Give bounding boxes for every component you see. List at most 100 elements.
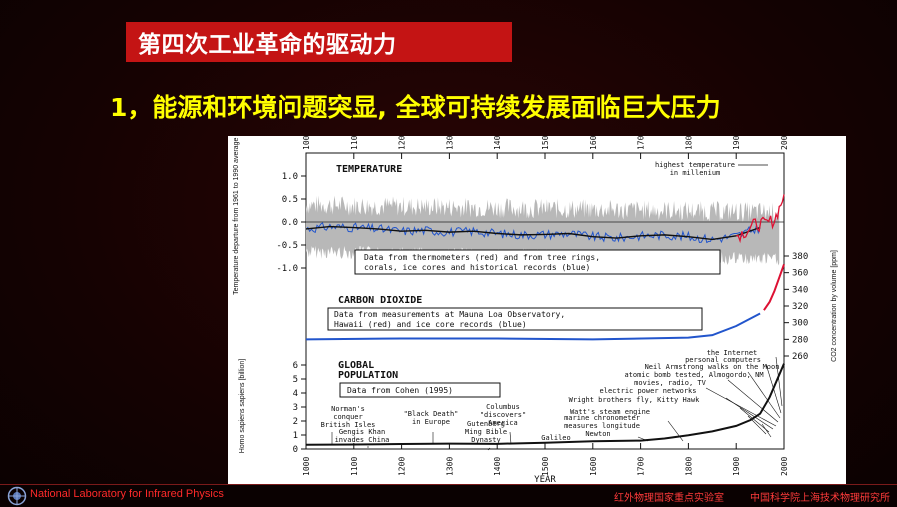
- co2-series-blue: [305, 312, 761, 341]
- institute-logo-icon: [7, 486, 27, 506]
- co2-series-red: [763, 263, 785, 311]
- footer: National Laboratory for Infrared Physics…: [0, 484, 897, 507]
- co2-y-tick-label: 260: [792, 352, 808, 362]
- population-y-tick-label: 1: [293, 431, 298, 441]
- population-event-label: measures longitude: [564, 422, 640, 430]
- population-event-label: conquer: [333, 413, 363, 421]
- x-tick-label-top: 1800: [684, 136, 693, 150]
- population-event-leader: [761, 423, 772, 438]
- co2-y-tick-label: 280: [792, 335, 808, 345]
- population-event-label: Neil Armstrong walks on the Moon: [645, 363, 780, 371]
- population-event-label: Dynasty: [471, 436, 501, 444]
- population-y-tick-label: 5: [293, 375, 298, 385]
- co2-y-tick-label: 380: [792, 252, 808, 262]
- co2-y-tick-label: 340: [792, 285, 808, 295]
- temperature-annotation: in millenium: [670, 169, 721, 177]
- population-event-label: the Internet: [707, 349, 758, 357]
- population-y-tick-label: 2: [293, 417, 298, 427]
- population-y-tick-label: 6: [293, 361, 298, 371]
- population-event-leader: [739, 407, 770, 433]
- lab-name-en: National Laboratory for Infrared Physics: [30, 488, 224, 500]
- population-event-label: British Isles: [321, 421, 376, 429]
- population-event-label: Watt's steam engine: [570, 408, 650, 416]
- x-tick-label-top: 1100: [350, 136, 359, 150]
- population-event-label: Newton: [585, 430, 610, 438]
- temperature-panel-title: TEMPERATURE: [336, 164, 402, 175]
- x-tick-label-top: 2000: [780, 136, 789, 150]
- population-event-label: "Black Death": [404, 410, 459, 418]
- co2-y-tick-label: 320: [792, 302, 808, 312]
- temperature-note-text: Data from thermometers (red) and from tr…: [364, 253, 600, 262]
- slide-subtitle: 1，能源和环境问题突显, 全球可持续发展面临巨大压力: [110, 93, 721, 122]
- temperature-uncertainty-band: [306, 195, 780, 266]
- population-event-label: marine chronometer: [564, 414, 640, 422]
- population-panel-title: GLOBAL: [338, 360, 374, 371]
- population-event-leader: [509, 431, 512, 445]
- temperature-y-axis-label: Temperature departure from 1961 to 1990 …: [233, 136, 240, 295]
- temperature-y-tick-label: 0.0: [282, 218, 298, 228]
- population-event-label: Galileo: [541, 434, 571, 442]
- institute-name-cn: 中国科学院上海技术物理研究所: [750, 493, 890, 504]
- population-y-tick-label: 3: [293, 403, 298, 413]
- population-event-label: personal computers: [685, 356, 761, 364]
- x-tick-label-top: 1300: [445, 136, 454, 150]
- population-event-label: movies, radio, TV: [634, 379, 706, 387]
- climate-figure: 1000 1000 1100 1100 1200 1200 1300 1300 1400 1400…: [228, 136, 846, 484]
- co2-note-text: Hawaii (red) and ice core records (blue): [334, 320, 527, 329]
- population-y-tick-label: 0: [293, 445, 298, 455]
- co2-y-tick-label: 360: [792, 269, 808, 279]
- population-event-leader: [775, 356, 783, 407]
- population-event-leader: [747, 415, 767, 435]
- population-event-label: electric power networks: [600, 387, 697, 395]
- population-event-label: America: [488, 419, 518, 427]
- x-tick-label-top: 1700: [637, 136, 646, 150]
- temperature-series-red: [736, 194, 785, 244]
- temperature-annotation: highest temperature: [655, 161, 735, 169]
- climate-chart: 1000100011001100120012001300130014001400…: [233, 136, 838, 484]
- population-event-label: Gutenberg: [467, 420, 505, 428]
- population-event-leader: [727, 379, 779, 423]
- slide-title: 第四次工业革命的驱动力: [126, 22, 512, 62]
- population-event-leader: [667, 420, 684, 442]
- population-event-label: "discovers": [480, 411, 526, 419]
- x-tick-label-bottom: 1500: [541, 457, 550, 476]
- lab-name-cn: 红外物理国家重点实验室: [614, 493, 724, 504]
- x-tick-label-bottom: 1600: [589, 457, 598, 476]
- x-tick-label-bottom: 2000: [780, 457, 789, 476]
- population-event-label: Gengis Khan: [339, 428, 385, 436]
- population-y-axis-label: Homo sapiens sapiens [billion]: [239, 359, 246, 454]
- population-series: [305, 363, 785, 446]
- temperature-note-text: corals, ice cores and historical records…: [364, 263, 590, 272]
- co2-note-box: [327, 307, 703, 331]
- co2-y-tick-label: 300: [792, 319, 808, 329]
- x-tick-label-bottom: 1100: [350, 457, 359, 476]
- slide-title-text: 第四次工业革命的驱动力: [138, 32, 397, 58]
- population-event-leader: [765, 363, 782, 414]
- x-tick-label-bottom: 1300: [445, 457, 454, 476]
- x-tick-label-bottom: 1900: [732, 457, 741, 476]
- x-tick-label-top: 1900: [732, 136, 741, 150]
- x-tick-label-top: 1400: [493, 136, 502, 150]
- population-event-label: Ming Bible: [465, 428, 507, 436]
- co2-panel-title: CARBON DIOXIDE: [338, 295, 422, 306]
- x-tick-label-bottom: 1200: [398, 457, 407, 476]
- temperature-smoothed-line: [305, 225, 761, 241]
- x-tick-label-bottom: 1800: [684, 457, 693, 476]
- population-event-label: atomic bomb tested, Almogordo, NM: [624, 371, 763, 379]
- temperature-y-tick-label: 0.5: [282, 195, 298, 205]
- footer-divider: [0, 484, 897, 485]
- temperature-y-tick-label: -1.0: [276, 264, 298, 274]
- x-tick-label-bottom: 1400: [493, 457, 502, 476]
- population-event-leader: [705, 387, 777, 427]
- x-tick-label-top: 1200: [398, 136, 407, 150]
- temperature-y-tick-label: -0.5: [276, 241, 298, 251]
- population-panel-title: POPULATION: [338, 370, 398, 381]
- population-note-box: [339, 382, 501, 398]
- temperature-y-tick-label: 1.0: [282, 172, 298, 182]
- co2-note-text: Data from measurements at Mauna Loa Obse…: [334, 310, 565, 319]
- population-note-text: Data from Cohen (1995): [347, 386, 453, 395]
- population-event-label: Columbus: [486, 403, 520, 411]
- temperature-note-box: [354, 249, 721, 275]
- population-event-label: Wright brothers fly, Kitty Hawk: [569, 396, 700, 404]
- population-event-label: in Europe: [412, 418, 450, 426]
